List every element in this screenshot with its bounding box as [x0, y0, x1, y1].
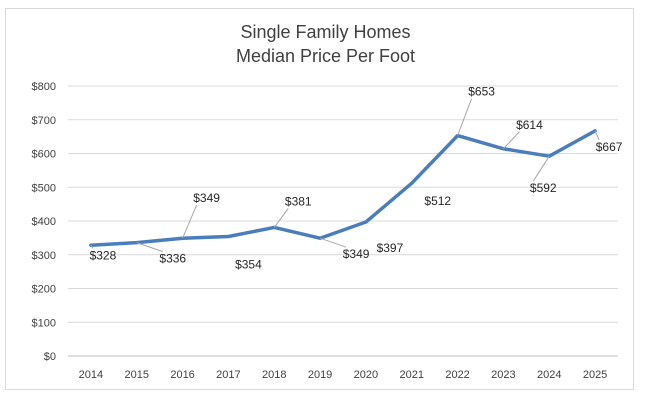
data-label-leader-2014 [90, 245, 94, 249]
y-tick-label-100: $100 [32, 317, 56, 329]
x-tick-label-2024: 2024 [537, 369, 561, 381]
data-label-leader-2018 [273, 208, 289, 228]
x-tick-label-2018: 2018 [262, 369, 286, 381]
y-tick-label-600: $600 [32, 149, 56, 161]
annotation-label: $354 [235, 258, 262, 272]
y-tick-label-0: $0 [44, 351, 56, 363]
data-label-leader-2024 [532, 155, 550, 182]
data-label-leader-2022 [457, 98, 473, 136]
x-tick-label-2020: 2020 [354, 369, 378, 381]
x-tick-label-2016: 2016 [170, 369, 194, 381]
x-tick-label-2014: 2014 [79, 369, 103, 381]
x-tick-label-2019: 2019 [308, 369, 332, 381]
y-tick-label-300: $300 [32, 250, 56, 262]
x-tick-label-2021: 2021 [400, 369, 424, 381]
data-label-leader-2025 [594, 130, 600, 141]
data-label-2022: $653 [468, 85, 495, 99]
series-line [89, 129, 597, 248]
x-tick-label-2023: 2023 [491, 369, 515, 381]
data-label-2014: $328 [90, 248, 117, 262]
y-tick-label-400: $400 [32, 216, 56, 228]
data-label-2025: $667 [596, 140, 623, 154]
data-label-2015: $336 [159, 252, 186, 266]
data-label-leader-2023 [503, 131, 520, 150]
data-label-2021: $512 [424, 194, 451, 208]
data-point-2021 [410, 181, 414, 185]
x-tick-label-2025: 2025 [583, 369, 607, 381]
y-tick-label-200: $200 [32, 284, 56, 296]
chart-title-line-1: Single Family Homes [240, 22, 411, 42]
data-label-leader-2016 [182, 205, 198, 239]
chart-title-line-2: Median Price Per Foot [235, 46, 416, 66]
y-tick-label-700: $700 [32, 115, 56, 127]
data-label-leader-2019 [319, 237, 347, 248]
data-point-2020 [364, 220, 368, 224]
data-label-2020: $397 [377, 241, 404, 255]
data-label-2023: $614 [516, 118, 543, 132]
data-label-2018: $381 [285, 194, 312, 208]
chart-frame [5, 8, 634, 390]
data-point-2017 [226, 235, 230, 239]
data-label-2016: $349 [193, 191, 220, 205]
y-tick-label-500: $500 [32, 182, 56, 194]
x-tick-label-2017: 2017 [216, 369, 240, 381]
data-label-2019: $349 [343, 247, 370, 261]
y-tick-label-800: $800 [32, 81, 56, 93]
data-label-leader-2015 [136, 242, 163, 253]
x-tick-label-2022: 2022 [445, 369, 469, 381]
data-label-2024: $592 [530, 181, 557, 195]
x-tick-label-2015: 2015 [125, 369, 149, 381]
